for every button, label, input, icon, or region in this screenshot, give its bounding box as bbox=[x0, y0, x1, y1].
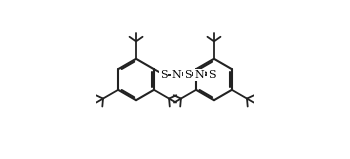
Text: N: N bbox=[194, 70, 204, 80]
Text: S: S bbox=[208, 70, 215, 80]
Text: S: S bbox=[160, 70, 168, 80]
Text: N: N bbox=[172, 70, 181, 80]
Text: S: S bbox=[184, 70, 191, 80]
